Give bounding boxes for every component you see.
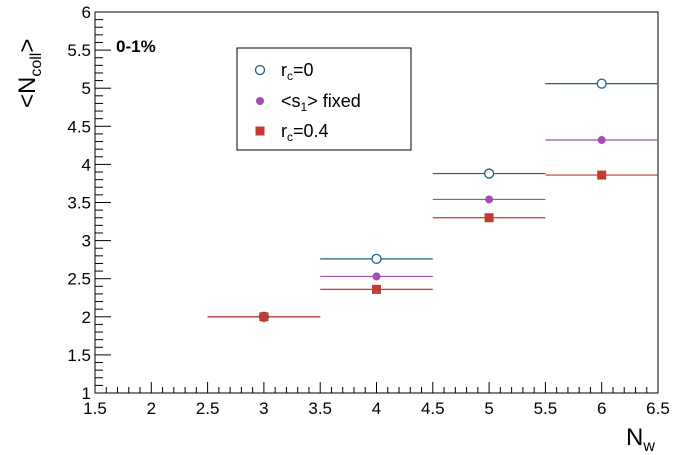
y-tick-label: 6 xyxy=(82,3,91,22)
y-axis-title: <Ncoll> xyxy=(14,39,45,108)
x-tick-label: 6.5 xyxy=(646,399,670,418)
x-tick-label: 1.5 xyxy=(83,399,107,418)
y-tick-label: 4.5 xyxy=(67,117,91,136)
x-tick-label: 3.5 xyxy=(308,399,332,418)
point-rc04 xyxy=(259,312,269,322)
y-tick-label: 1.5 xyxy=(67,346,91,365)
point-s1fixed xyxy=(485,195,494,204)
legend-marker-s1fixed xyxy=(256,97,264,105)
x-axis-title: Nw xyxy=(626,424,655,455)
y-tick-label: 4 xyxy=(82,155,91,174)
y-tick-label: 5.5 xyxy=(67,41,91,60)
y-tick-label: 3 xyxy=(82,232,91,251)
axis-ticks: 1.5 2 2.5 3 3.5 4 4.5 5 5.5 6 6.511.522.533.544.55… xyxy=(67,3,669,418)
point-rc0 xyxy=(371,253,382,265)
point-rc04 xyxy=(372,284,381,294)
x-tick-label: 2 xyxy=(147,399,156,418)
point-rc04 xyxy=(597,170,607,180)
legend-label-s1fixed: <s1> fixed xyxy=(281,91,361,114)
legend-label-rc0: rc=0 xyxy=(281,60,314,83)
x-tick-label: 6 xyxy=(597,399,606,418)
y-tick-label: 5 xyxy=(82,79,91,98)
x-tick-label: 4 xyxy=(372,399,381,418)
point-rc0 xyxy=(596,78,607,89)
point-rc0 xyxy=(483,168,495,179)
data-marks xyxy=(207,78,658,322)
x-tick-label: 4.5 xyxy=(421,399,445,418)
legend-box xyxy=(236,47,412,151)
x-tick-label: 5.5 xyxy=(534,399,558,418)
legend-entry-rc04: rc=0.4 xyxy=(255,121,329,144)
x-tick-label: 5 xyxy=(484,399,493,418)
legend-marker-rc0 xyxy=(254,64,266,76)
y-tick-label: 1 xyxy=(82,384,91,403)
y-tick-label: 2 xyxy=(82,308,91,327)
x-tick-label: 2.5 xyxy=(196,399,220,418)
legend: rc=0 <s1> fixed rc=0.4 xyxy=(236,47,412,151)
legend-entry-rc0: rc=0 xyxy=(254,60,314,83)
point-s1fixed xyxy=(372,272,381,281)
point-rc04 xyxy=(484,213,494,223)
centrality-label: 0-1% xyxy=(116,37,156,56)
y-tick-label: 3.5 xyxy=(67,194,91,213)
y-tick-label: 2.5 xyxy=(67,270,91,289)
legend-marker-rc04 xyxy=(255,126,265,136)
legend-label-rc04: rc=0.4 xyxy=(281,121,329,144)
point-s1fixed xyxy=(597,136,606,145)
legend-entry-s1fixed: <s1> fixed xyxy=(256,91,361,114)
x-tick-label: 3 xyxy=(259,399,268,418)
